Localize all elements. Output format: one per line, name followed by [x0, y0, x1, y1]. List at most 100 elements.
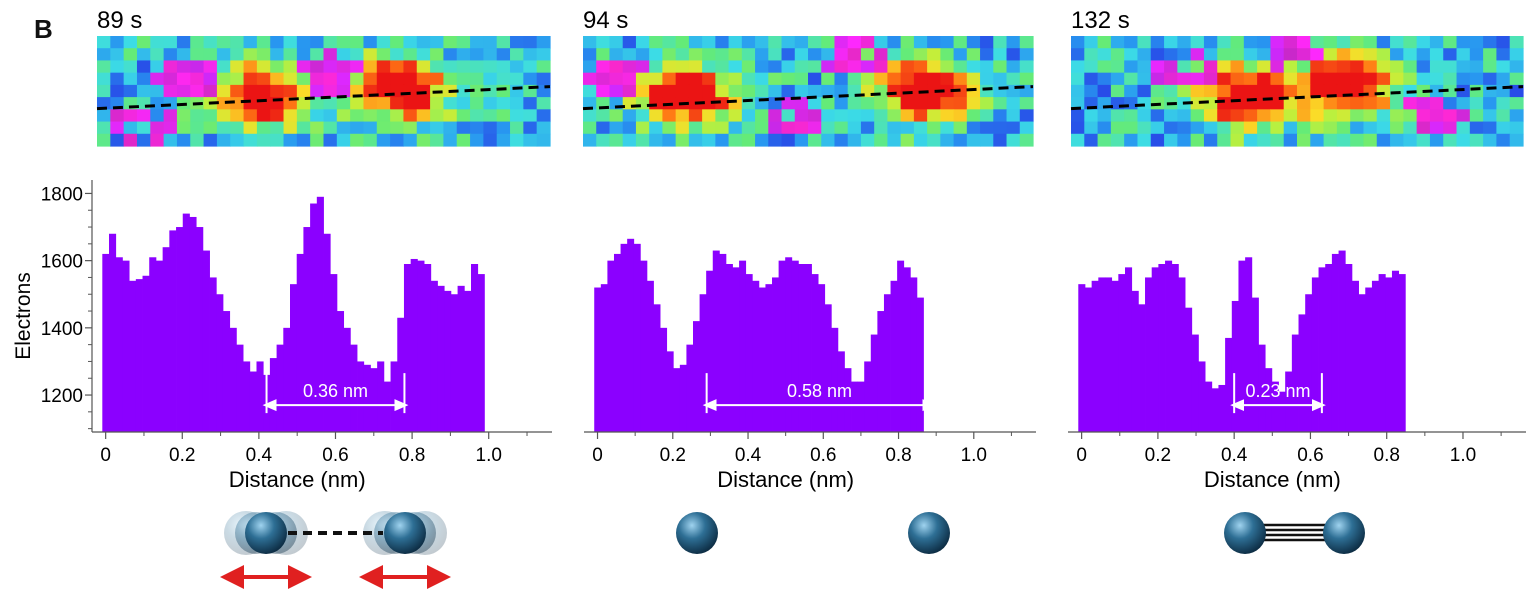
bar [653, 304, 661, 432]
bar [1378, 274, 1386, 432]
atom-sphere [1323, 512, 1365, 554]
bar [115, 257, 123, 432]
histogram-bars [594, 238, 924, 432]
bar [791, 260, 799, 432]
bar [330, 274, 338, 432]
bar [283, 327, 291, 432]
bar [162, 247, 170, 432]
bar [417, 260, 425, 432]
bar [732, 267, 740, 432]
bar [1298, 314, 1306, 432]
distance-annotation: 0.58 nm [702, 373, 937, 414]
bar [303, 227, 311, 432]
bar [169, 230, 177, 432]
bar [778, 260, 786, 432]
bar [370, 368, 378, 432]
bar [607, 260, 615, 432]
bar [673, 368, 681, 432]
time-label: 89 s [97, 7, 142, 34]
bar [390, 361, 398, 432]
bar [464, 290, 472, 432]
y-axis-label: Electrons [12, 272, 35, 360]
bar [1131, 290, 1139, 432]
bar [256, 361, 264, 432]
bar [837, 351, 845, 432]
bar [135, 279, 143, 432]
bar [1278, 391, 1286, 432]
atom-sphere [676, 512, 718, 554]
line-profile-path [1070, 85, 1524, 111]
bar [1231, 300, 1239, 432]
bar [202, 250, 210, 432]
bar [377, 361, 385, 432]
bar [1084, 287, 1093, 432]
bar [430, 280, 438, 432]
bar [1331, 253, 1339, 432]
bar [1091, 280, 1099, 432]
x-axis-label: Distance (nm) [717, 467, 854, 492]
bar [357, 361, 365, 432]
bar [752, 280, 760, 432]
bar [811, 274, 819, 432]
bar [824, 304, 832, 432]
bar [686, 344, 694, 432]
bar [1151, 267, 1159, 432]
bar [1111, 280, 1119, 432]
bar [1118, 274, 1126, 432]
distance-annotation: 0.36 nm [262, 373, 409, 414]
bar [1098, 277, 1106, 432]
time-label: 94 s [583, 7, 628, 34]
bar [269, 358, 277, 432]
bar [594, 287, 602, 432]
x-tick-label: 0.6 [322, 445, 348, 466]
bar [450, 294, 458, 432]
bar [437, 285, 445, 432]
bar [699, 294, 707, 432]
bar [196, 227, 204, 432]
bar [600, 284, 608, 432]
bar [679, 364, 687, 432]
bar [410, 258, 418, 432]
bar [1211, 388, 1219, 432]
bar [897, 260, 905, 432]
bar [758, 287, 766, 432]
x-tick-label: 0.8 [1374, 445, 1400, 466]
bar [1291, 334, 1299, 432]
bar [296, 253, 304, 432]
bar [1251, 297, 1259, 432]
distance-annotation: 0.23 nm [1230, 373, 1326, 414]
bar [189, 216, 197, 432]
bar [109, 233, 117, 432]
bar [1245, 257, 1253, 432]
line-profile-path [96, 85, 551, 111]
bar [155, 260, 164, 432]
atom-sphere [1224, 512, 1266, 554]
x-tick-label: 0.6 [810, 445, 836, 466]
bar [706, 270, 714, 432]
bar [772, 277, 779, 432]
x-tick-label: 0 [100, 445, 111, 466]
bar [864, 361, 872, 432]
x-tick-label: 0.4 [735, 445, 762, 466]
annotation-label: 0.36 nm [303, 381, 368, 401]
bar [1258, 344, 1266, 432]
y-tick-label: 1200 [41, 386, 83, 407]
bar [323, 233, 331, 432]
bar [1325, 264, 1333, 432]
bar [660, 327, 668, 432]
annotation-label: 0.58 nm [787, 381, 852, 401]
bar [739, 260, 747, 432]
x-tick-label: 0 [1076, 445, 1087, 466]
bar [1398, 274, 1406, 432]
bar [149, 257, 157, 432]
chart-panel-2: 94 s 0 0.2 0.4 0.6 0.8 1.0 Distance (nm) 0.58 nm [582, 7, 1036, 554]
bar [1185, 307, 1193, 432]
bar [646, 280, 654, 432]
x-tick-label: 0.2 [1145, 445, 1171, 466]
bar [236, 344, 244, 432]
bar [1318, 267, 1326, 432]
y-tick-label: 1800 [41, 184, 83, 205]
bar [620, 243, 628, 432]
bar [1391, 270, 1400, 432]
